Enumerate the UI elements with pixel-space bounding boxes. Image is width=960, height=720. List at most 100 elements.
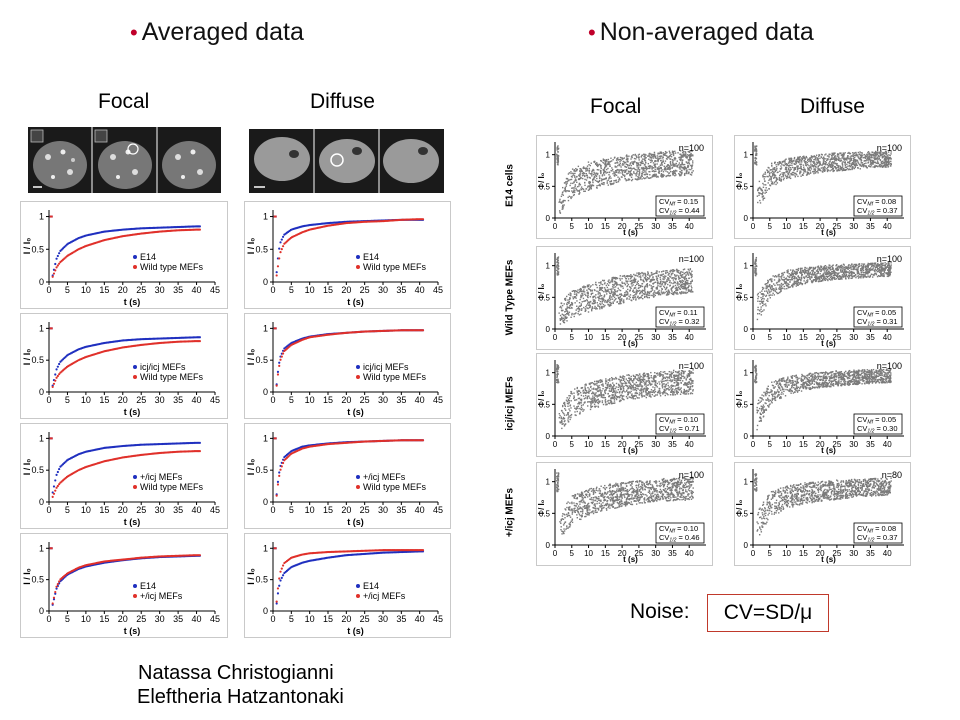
data-point xyxy=(594,174,597,176)
data-point xyxy=(680,164,683,166)
data-point xyxy=(869,157,871,159)
data-point xyxy=(780,176,783,178)
data-point xyxy=(824,163,826,165)
data-point xyxy=(871,163,873,165)
data-point xyxy=(602,169,605,172)
data-point xyxy=(818,164,820,167)
data-point xyxy=(279,570,282,573)
data-point xyxy=(622,300,624,303)
data-point xyxy=(52,382,56,385)
data-point xyxy=(557,267,560,270)
y-tick-label: 0.5 xyxy=(539,293,551,302)
data-point xyxy=(606,160,608,162)
data-point xyxy=(275,600,278,603)
data-point xyxy=(610,157,612,159)
data-point xyxy=(859,154,862,157)
data-point xyxy=(877,155,880,157)
data-point xyxy=(276,480,280,483)
data-point xyxy=(692,162,694,164)
data-point xyxy=(669,167,671,170)
data-point xyxy=(773,168,776,171)
x-tick-label: 30 xyxy=(849,222,858,231)
data-point xyxy=(784,168,787,170)
y-tick-label: 0.5 xyxy=(255,355,268,365)
data-point xyxy=(807,159,809,162)
data-point xyxy=(816,159,819,161)
data-point xyxy=(593,169,595,171)
data-point xyxy=(560,307,563,309)
data-point xyxy=(648,158,650,160)
data-point xyxy=(690,158,692,161)
data-point xyxy=(651,175,654,178)
data-point xyxy=(598,177,601,179)
data-point xyxy=(658,152,661,155)
data-point xyxy=(766,169,768,171)
data-point xyxy=(783,172,785,174)
data-point xyxy=(867,161,870,163)
data-point xyxy=(637,154,640,156)
data-point xyxy=(575,189,578,191)
data-point xyxy=(626,157,628,159)
data-point xyxy=(771,162,773,165)
data-point xyxy=(831,158,834,160)
y-tick-label: 1 xyxy=(263,543,268,553)
data-point xyxy=(799,172,801,175)
data-point xyxy=(681,274,683,276)
data-point xyxy=(817,172,819,174)
data-point xyxy=(833,156,836,159)
data-point xyxy=(676,160,678,162)
data-point xyxy=(54,379,57,382)
data-point xyxy=(588,182,591,185)
data-point xyxy=(657,171,660,174)
data-point xyxy=(561,201,563,203)
data-point xyxy=(631,282,634,284)
data-point xyxy=(642,166,644,169)
data-point xyxy=(875,157,878,159)
data-point xyxy=(860,164,862,166)
avg-focal-chart-4: 0 5 10 15 20 25 30 35 40 45 0 0.5 1 t (s) I / I₀ E14 +/i… xyxy=(20,533,228,638)
data-point xyxy=(654,155,657,158)
data-point xyxy=(571,187,573,189)
data-point xyxy=(845,159,847,161)
data-point xyxy=(848,168,850,170)
data-point xyxy=(673,163,675,165)
data-point xyxy=(609,165,611,167)
non-averaged-diffuse-label: Diffuse xyxy=(800,95,865,118)
data-point xyxy=(774,174,776,176)
data-point xyxy=(831,165,834,168)
data-point xyxy=(653,151,656,154)
data-point xyxy=(890,160,892,163)
data-point xyxy=(814,157,817,160)
data-point xyxy=(885,162,887,164)
data-point xyxy=(586,307,588,309)
avg-diffuse-chart-3: 0 5 10 15 20 25 30 35 40 45 0 0.5 1 t (s) I / I₀ +/icj … xyxy=(244,423,451,529)
data-point xyxy=(810,166,812,168)
data-point xyxy=(679,168,681,170)
data-point xyxy=(644,158,646,160)
data-point xyxy=(829,164,831,166)
y-tick-label: 1 xyxy=(546,151,551,160)
data-point xyxy=(574,189,576,191)
y-axis-label: I / I₀ xyxy=(22,459,32,476)
data-point xyxy=(586,186,589,188)
data-point xyxy=(865,162,867,164)
data-point xyxy=(609,161,611,163)
data-point xyxy=(800,171,802,173)
data-point xyxy=(280,576,283,579)
data-point xyxy=(198,339,201,343)
data-point xyxy=(606,182,608,184)
data-point xyxy=(649,291,651,293)
data-point xyxy=(665,170,667,172)
data-point xyxy=(857,161,859,163)
data-point xyxy=(754,148,756,151)
data-point xyxy=(638,156,640,158)
data-point xyxy=(867,154,869,156)
data-point xyxy=(643,171,645,173)
data-point xyxy=(684,172,686,175)
data-point xyxy=(809,170,812,172)
data-point xyxy=(691,171,693,174)
data-point xyxy=(841,163,844,165)
data-point xyxy=(687,165,689,168)
data-point xyxy=(604,178,607,180)
series-1 xyxy=(51,228,201,278)
